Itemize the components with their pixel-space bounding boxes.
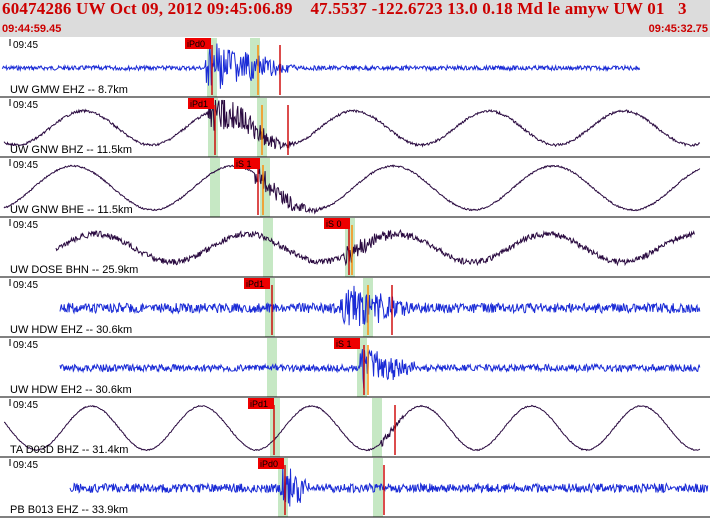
trace-time-label: 09:45 [13, 460, 38, 471]
pick-label: iS 0 [326, 219, 342, 229]
station-label: UW DOSE BHN -- 25.9km [10, 264, 138, 276]
trace-panel[interactable]: iS 0 09:45 UW DOSE BHN -- 25.9km [0, 218, 710, 278]
pick-label-box[interactable] [188, 98, 214, 109]
waveform-trace [1, 43, 641, 89]
waveform-trace [3, 404, 701, 452]
trace-panel[interactable]: iS 1 09:45 UW HDW EH2 -- 30.6km [0, 338, 710, 398]
station-label: UW GNW BHE -- 11.5km [10, 204, 133, 216]
pick-highlight-band [270, 398, 280, 457]
event-title: 60474286 UW Oct 09, 2012 09:45:06.89 47.… [2, 0, 687, 18]
pick-label: iPd1 [246, 279, 264, 289]
pick-label: iPd1 [250, 399, 268, 409]
pick-label-box[interactable] [244, 278, 270, 289]
pick-label-box[interactable] [334, 338, 360, 349]
trace-panel[interactable]: iPd1 09:45 UW HDW EHZ -- 30.6km [0, 278, 710, 338]
waveform-trace [55, 228, 695, 267]
trace-panel[interactable]: iPd0 09:45 UW GMW EHZ -- 8.7km [0, 38, 710, 98]
waveform-trace [59, 349, 701, 389]
pick-label: iPd0 [260, 459, 278, 469]
trace-panel[interactable]: iS 1 09:45 UW GNW BHE -- 11.5km [0, 158, 710, 218]
trace-panel[interactable]: iPd1 09:45 UW GNW BHZ -- 11.5km [0, 98, 710, 158]
event-header: 60474286 UW Oct 09, 2012 09:45:06.89 47.… [0, 0, 710, 37]
station-label: PB B013 EHZ -- 33.9km [10, 504, 128, 516]
pick-label: iS 1 [336, 339, 352, 349]
waveform-trace [59, 285, 701, 327]
pick-label-box[interactable] [258, 458, 284, 469]
pick-highlight-band [263, 218, 273, 277]
station-label: UW HDW EHZ -- 30.6km [10, 324, 132, 336]
start-time-label: 09:44:59.45 [2, 23, 62, 35]
pick-highlight-band [373, 458, 383, 517]
waveform-trace [69, 466, 709, 507]
pick-highlight-band [208, 98, 218, 157]
pick-highlight-band [345, 218, 355, 277]
trace-panel[interactable]: iPd0 09:45 PB B013 EHZ -- 33.9km [0, 458, 710, 518]
pick-label-box[interactable] [324, 218, 350, 229]
trace-time-label: 09:45 [13, 40, 38, 51]
pick-label: iS 1 [236, 159, 252, 169]
trace-time-label: 09:45 [13, 220, 38, 231]
pick-label-box[interactable] [185, 38, 211, 49]
station-label: UW GMW EHZ -- 8.7km [10, 84, 128, 96]
pick-highlight-band [357, 338, 367, 397]
station-label: UW GNW BHZ -- 11.5km [10, 144, 132, 156]
trace-time-label: 09:45 [13, 160, 38, 171]
pick-label-box[interactable] [234, 158, 260, 169]
pick-label-box[interactable] [248, 398, 274, 409]
trace-time-label: 09:45 [13, 400, 38, 411]
trace-time-label: 09:45 [13, 280, 38, 291]
trace-time-label: 09:45 [13, 100, 38, 111]
pick-label: iPd0 [187, 39, 205, 49]
waveform-trace [3, 99, 701, 151]
trace-panel[interactable]: iPd1 09:45 TA D03D BHZ -- 31.4km [0, 398, 710, 458]
station-label: UW HDW EH2 -- 30.6km [10, 384, 132, 396]
pick-highlight-band [372, 398, 382, 457]
seismogram-panel[interactable]: iPd0 09:45 UW GMW EHZ -- 8.7km iPd1 09:45 UW … [0, 37, 710, 518]
trace-time-label: 09:45 [13, 340, 38, 351]
end-time-label: 09:45:32.75 [648, 23, 708, 35]
waveform-trace [3, 164, 701, 215]
pick-label: iPd1 [190, 99, 208, 109]
station-label: TA D03D BHZ -- 31.4km [10, 444, 128, 456]
pick-highlight-band [210, 158, 220, 217]
pick-highlight-band [260, 158, 270, 217]
